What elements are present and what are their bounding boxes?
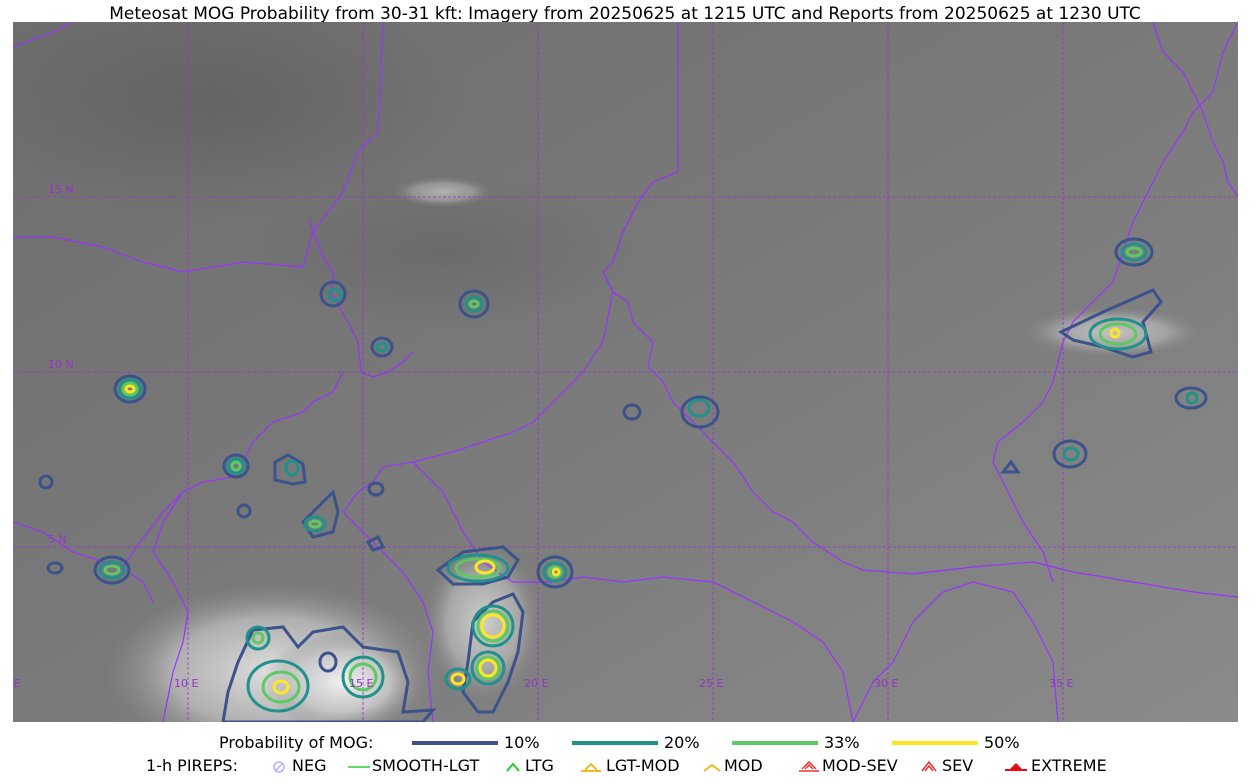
legend-pirep-extreme-label: EXTREME: [1031, 756, 1107, 775]
pireps-legend-title: 1-h PIREPS:: [146, 756, 238, 775]
lon-label-30e: 30 E: [874, 677, 898, 690]
legend-pirep-smooth-lgt: SMOOTH-LGT: [346, 756, 479, 775]
line-icon: [348, 765, 370, 768]
double-caret-icon: [921, 760, 937, 771]
lat-label-10n: 10 N: [48, 358, 74, 371]
legend-pirep-ltg: LTG: [503, 756, 554, 775]
probability-legend-title: Probability of MOG:: [219, 733, 374, 752]
legend-pirep-neg: NEG: [270, 756, 326, 775]
map-title: Meteosat MOG Probability from 30-31 kft:…: [109, 4, 1141, 24]
legend-level-10-label: 10%: [504, 733, 540, 752]
legend-pirep-mod-sev: MOD-SEV: [798, 756, 898, 775]
double-caret-bar-icon: [799, 760, 819, 772]
legend-pirep-lgt-mod: LGT-MOD: [578, 756, 680, 775]
legend-pirep-mod: MOD: [702, 756, 763, 775]
lon-label-5e: 5 E: [13, 677, 20, 690]
contour-group-central: [622, 395, 720, 429]
contour-group-south-central: [435, 545, 574, 714]
contour-group-west: [38, 453, 386, 585]
swatch-33: [732, 740, 818, 745]
lon-label-10e: 10 E: [174, 677, 198, 690]
legend-level-20: 20%: [572, 733, 700, 752]
legend-pirep-smooth-lgt-label: SMOOTH-LGT: [372, 756, 480, 775]
mog-contours: [38, 237, 1208, 722]
legend-pirep-sev-label: SEV: [942, 756, 974, 775]
contour-group-lake-chad-east: [319, 280, 347, 308]
legend-pirep-lgt-mod-label: LGT-MOD: [606, 756, 680, 775]
lon-label-15e: 15 E: [349, 677, 373, 690]
legend-level-20-label: 20%: [664, 733, 700, 752]
legend-pirep-extreme: EXTREME: [1003, 756, 1107, 775]
legend-level-50-label: 50%: [984, 733, 1020, 752]
legend-level-33: 33%: [732, 733, 860, 752]
swatch-50: [892, 740, 978, 745]
caret-icon: [703, 763, 721, 772]
legend-pirep-mod-sev-label: MOD-SEV: [822, 756, 898, 775]
caret-icon: [506, 761, 520, 772]
lat-label-15n: 15 N: [48, 183, 74, 196]
swatch-10: [412, 740, 498, 745]
contour-group-nw: [113, 374, 147, 404]
gridlines: [13, 22, 1238, 722]
legend-pirep-mod-label: MOD: [724, 756, 763, 775]
legend-pirep-sev: SEV: [918, 756, 973, 775]
contour-group-southwest: [221, 625, 437, 722]
filled-caret-icon: [1005, 762, 1027, 771]
contour-group-north-central: [458, 289, 490, 319]
lon-label-35e: 35 E: [1049, 677, 1073, 690]
legend-level-50: 50%: [892, 733, 1020, 752]
swatch-20: [572, 740, 658, 745]
graticule-labels: 15 N 10 N 5 N 5 E 10 E 15 E 20 E 25 E 30…: [13, 183, 1073, 690]
lon-label-20e: 20 E: [524, 677, 548, 690]
legend-level-10: 10%: [412, 733, 540, 752]
contour-group-east: [999, 237, 1208, 474]
legend-pirep-ltg-label: LTG: [525, 756, 554, 775]
satellite-map: 15 N 10 N 5 N 5 E 10 E 15 E 20 E 25 E 30…: [13, 22, 1238, 722]
legend-level-33-label: 33%: [824, 733, 860, 752]
lon-label-25e: 25 E: [699, 677, 723, 690]
legend-pirep-neg-label: NEG: [292, 756, 327, 775]
lat-label-5n: 5 N: [48, 533, 67, 546]
caret-bar-icon: [581, 762, 601, 772]
neg-symbol-icon: [273, 760, 285, 773]
